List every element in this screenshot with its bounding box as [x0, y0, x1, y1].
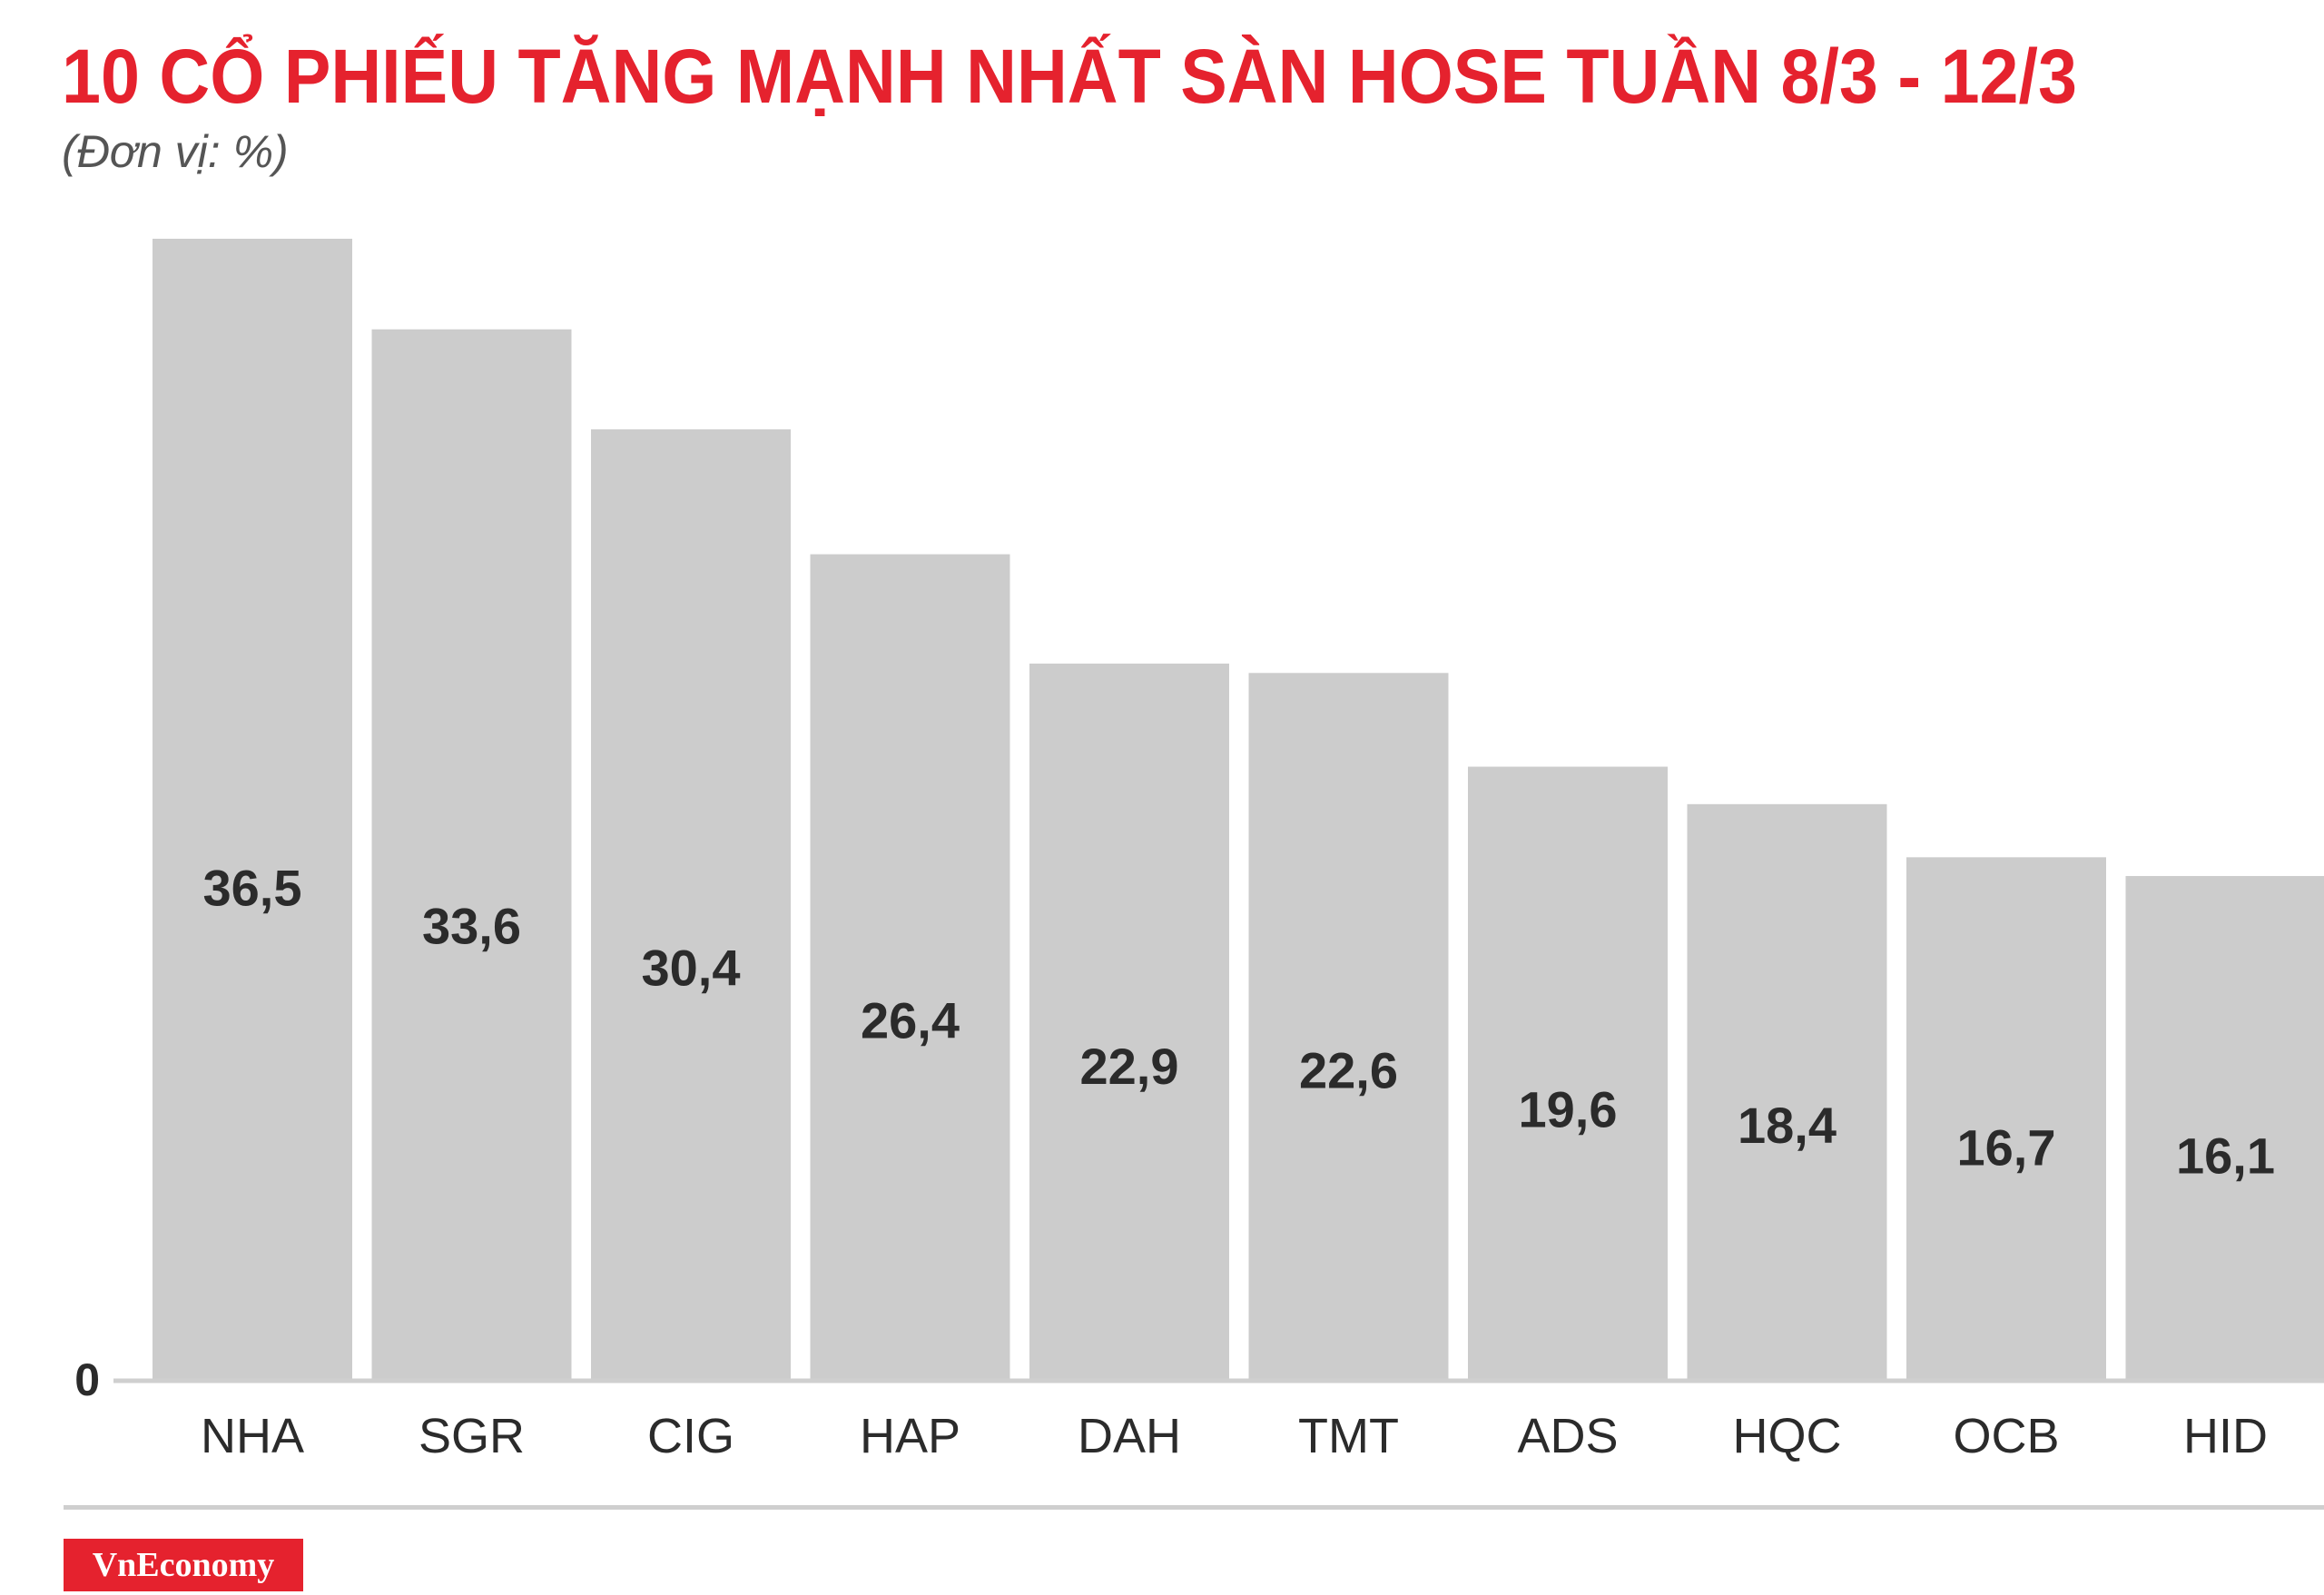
category-label: OCB: [1953, 1409, 2059, 1463]
bar-dah: [1029, 663, 1229, 1379]
category-label: CIG: [647, 1409, 734, 1463]
bar-sgr: [371, 329, 572, 1380]
value-labels-group: 36,5 33,6 30,4 26,4 22,9 22,6 19,6 18,4 16,7 16,1: [203, 859, 2276, 1184]
bar-nha: [153, 239, 352, 1379]
bar-tmt: [1248, 673, 1449, 1379]
value-label: 16,1: [2176, 1127, 2275, 1184]
value-label: 30,4: [642, 940, 741, 997]
bar-ocb: [1906, 857, 2106, 1379]
value-label: 22,6: [1299, 1041, 1398, 1098]
bar-cig: [591, 428, 791, 1379]
brand-logo: VnEconomy: [64, 1539, 303, 1591]
category-label: DAH: [1078, 1409, 1181, 1463]
value-label: 16,7: [1957, 1119, 2056, 1177]
bar-hqc: [1687, 803, 1887, 1379]
category-label: NHA: [201, 1409, 304, 1463]
category-label: TMT: [1298, 1409, 1399, 1463]
chart-title: 10 CỔ PHIẾU TĂNG MẠNH NHẤT SÀN HOSE TUẦN…: [62, 34, 2077, 119]
value-label: 22,9: [1080, 1038, 1179, 1095]
bar-ads: [1468, 766, 1668, 1379]
value-label: 33,6: [422, 897, 521, 954]
bars-group: [153, 239, 2324, 1380]
category-label: ADS: [1517, 1409, 1618, 1463]
bar-hap: [810, 554, 1010, 1379]
bar-chart: 36,5 33,6 30,4 26,4 22,9 22,6 19,6 18,4 16,7 16,1…: [74, 239, 2324, 1463]
chart-subtitle: (Đơn vị: %): [62, 126, 289, 177]
value-label: 19,6: [1519, 1081, 1618, 1138]
category-label: HID: [2183, 1409, 2268, 1463]
category-label: HAP: [860, 1409, 960, 1463]
footer-divider: [64, 1505, 2324, 1510]
category-labels-group: NHA SGR CIG HAP DAH TMT ADS HQC OCB HID: [201, 1409, 2268, 1463]
y-tick-label: 0: [74, 1354, 100, 1405]
value-label: 26,4: [861, 991, 960, 1049]
category-label: SGR: [419, 1409, 525, 1463]
bar-hid: [2125, 875, 2324, 1379]
value-label: 36,5: [203, 859, 302, 916]
value-label: 18,4: [1738, 1097, 1837, 1154]
category-label: HQC: [1733, 1409, 1842, 1463]
